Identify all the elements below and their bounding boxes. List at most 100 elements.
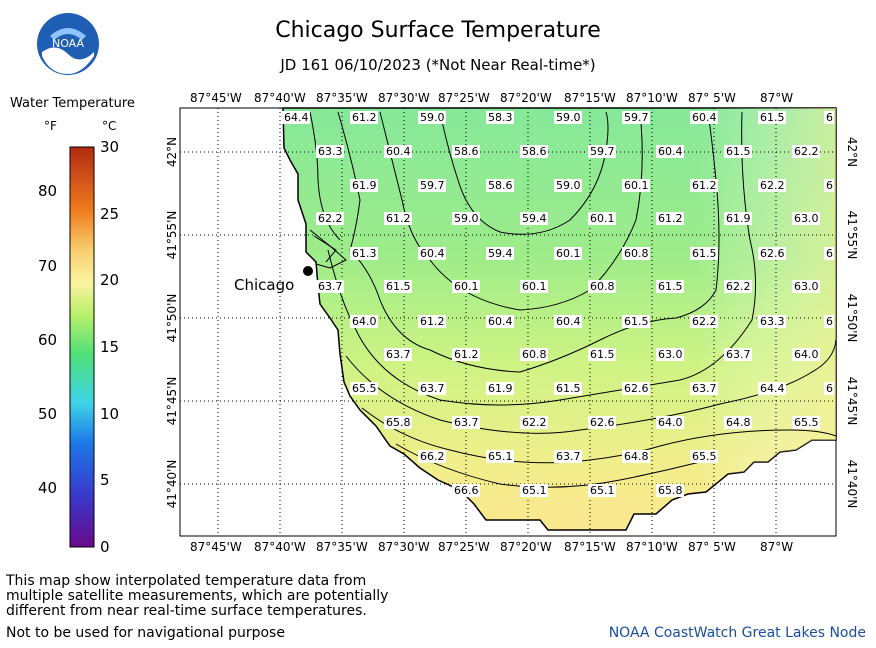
city-marker — [303, 266, 313, 276]
temperature-label: 63.3 — [318, 145, 343, 158]
longitude-label-bottom: 87°40'W — [254, 540, 306, 554]
temperature-label-bg — [350, 111, 378, 124]
temperature-label-bg — [350, 179, 378, 192]
temperature-label-bg — [690, 450, 718, 463]
legend-c-tick: 25 — [100, 204, 120, 223]
temperature-label-bg — [656, 348, 684, 361]
temperature-label: 58.6 — [454, 145, 479, 158]
temperature-label: 65.5 — [352, 382, 377, 395]
temperature-label: 62.2 — [318, 212, 343, 225]
temperature-label: 61.5 — [658, 280, 683, 293]
temperature-label-bg — [656, 484, 684, 497]
temperature-label-bg — [520, 280, 548, 293]
temperature-label: 59.0 — [556, 111, 581, 124]
logo-text: NOAA — [52, 37, 85, 50]
latitude-label-left: 41°55'N — [165, 210, 179, 260]
temperature-label: 59.0 — [454, 212, 479, 225]
legend-f-tick: 70 — [38, 256, 58, 275]
longitude-label-bottom: 87°30'W — [378, 540, 430, 554]
temperature-label: 62.6 — [760, 247, 785, 260]
temperature-label: 60.4 — [556, 315, 581, 328]
temperature-label-bg — [486, 111, 514, 124]
temperature-label: 60.1 — [624, 179, 649, 192]
credit-line: NOAA CoastWatch Great Lakes Node — [608, 625, 866, 641]
temperature-label-bg — [486, 247, 514, 260]
temperature-label: 63.7 — [454, 416, 479, 429]
temperature-label: 65.1 — [590, 484, 615, 497]
legend-f-tick: 60 — [38, 330, 58, 349]
temperature-label-bg — [282, 111, 310, 124]
temperature-label: 58.3 — [488, 111, 513, 124]
legend-c-tick: 20 — [100, 271, 120, 290]
temperature-label-bg — [554, 179, 582, 192]
temperature-label-bg — [520, 212, 548, 225]
temperature-label-bg — [792, 145, 820, 158]
temperature-label-bg — [622, 179, 650, 192]
temperature-label: 65.8 — [658, 484, 683, 497]
temperature-label-bg — [350, 382, 378, 395]
temperature-label: 62.2 — [522, 416, 547, 429]
temperature-label-bg — [520, 348, 548, 361]
footnote-line: different from near real-time surface te… — [6, 603, 367, 619]
temperature-label-bg — [452, 212, 480, 225]
temperature-label: 63.3 — [760, 315, 785, 328]
latitude-label-right: 41°55'N — [845, 210, 859, 260]
temperature-label-bg — [486, 450, 514, 463]
temperature-label: 64.0 — [794, 348, 819, 361]
temperature-label-bg — [622, 111, 650, 124]
temperature-label-bg — [486, 179, 514, 192]
temperature-label: 63.7 — [556, 450, 581, 463]
temperature-label: 60.4 — [658, 145, 683, 158]
footnote: This map show interpolated temperature d… — [6, 574, 466, 619]
temperature-label: 61.2 — [420, 315, 445, 328]
temperature-label: 66.2 — [420, 450, 445, 463]
temperature-label: 61.9 — [352, 179, 377, 192]
map-subtitle: JD 161 06/10/2023 (*Not Near Real-time*) — [280, 56, 596, 74]
temperature-label-bg — [452, 280, 480, 293]
temperature-label-bg — [350, 247, 378, 260]
temperature-label-bg — [690, 315, 718, 328]
temperature-label: 61.2 — [658, 212, 683, 225]
city-label: Chicago — [234, 276, 295, 294]
temperature-label-bg — [384, 280, 412, 293]
temperature-label-bg — [418, 179, 446, 192]
longitude-label-bottom: 87°45'W — [190, 540, 242, 554]
longitude-label-top: 87°10'W — [626, 91, 678, 105]
temperature-label: 61.5 — [692, 247, 717, 260]
temperature-label: 65.1 — [522, 484, 547, 497]
temperature-label-bg — [656, 212, 684, 225]
temperature-label: 59.4 — [522, 212, 547, 225]
temperature-label: 65.5 — [692, 450, 717, 463]
longitude-label-bottom: 87°20'W — [500, 540, 552, 554]
temperature-label: 60.4 — [488, 315, 513, 328]
temperature-label-bg — [554, 450, 582, 463]
temperature-label-bg — [824, 179, 834, 192]
temperature-label-bg — [554, 315, 582, 328]
temperature-label-bg — [824, 247, 834, 260]
temperature-label: 6 — [826, 179, 833, 192]
temperature-label: 61.2 — [386, 212, 411, 225]
temperature-label-bg — [350, 315, 378, 328]
temperature-label-bg — [824, 382, 834, 395]
temperature-label: 64.4 — [760, 382, 785, 395]
temperature-label-bg — [724, 212, 752, 225]
temperature-label-bg — [316, 212, 344, 225]
temperature-label-bg — [824, 111, 834, 124]
longitude-label-top: 87°20'W — [500, 91, 552, 105]
temperature-label: 63.7 — [420, 382, 445, 395]
temperature-label: 59.7 — [420, 179, 445, 192]
footnote-line: This map show interpolated temperature d… — [6, 573, 367, 589]
temperature-label-bg — [452, 416, 480, 429]
legend-title: Water Temperature — [10, 96, 135, 111]
latitude-label-right: 41°50'N — [845, 293, 859, 343]
temperature-label: 6 — [826, 247, 833, 260]
longitude-label-top: 87°35'W — [316, 91, 368, 105]
temperature-label: 63.7 — [726, 348, 751, 361]
legend-unit-fahrenheit: °F — [44, 119, 57, 133]
longitude-label-bottom: 87°35'W — [316, 540, 368, 554]
temperature-label-bg — [758, 315, 786, 328]
temperature-label: 62.6 — [590, 416, 615, 429]
temperature-label: 62.2 — [794, 145, 819, 158]
temperature-label-bg — [622, 315, 650, 328]
temperature-label-bg — [486, 382, 514, 395]
